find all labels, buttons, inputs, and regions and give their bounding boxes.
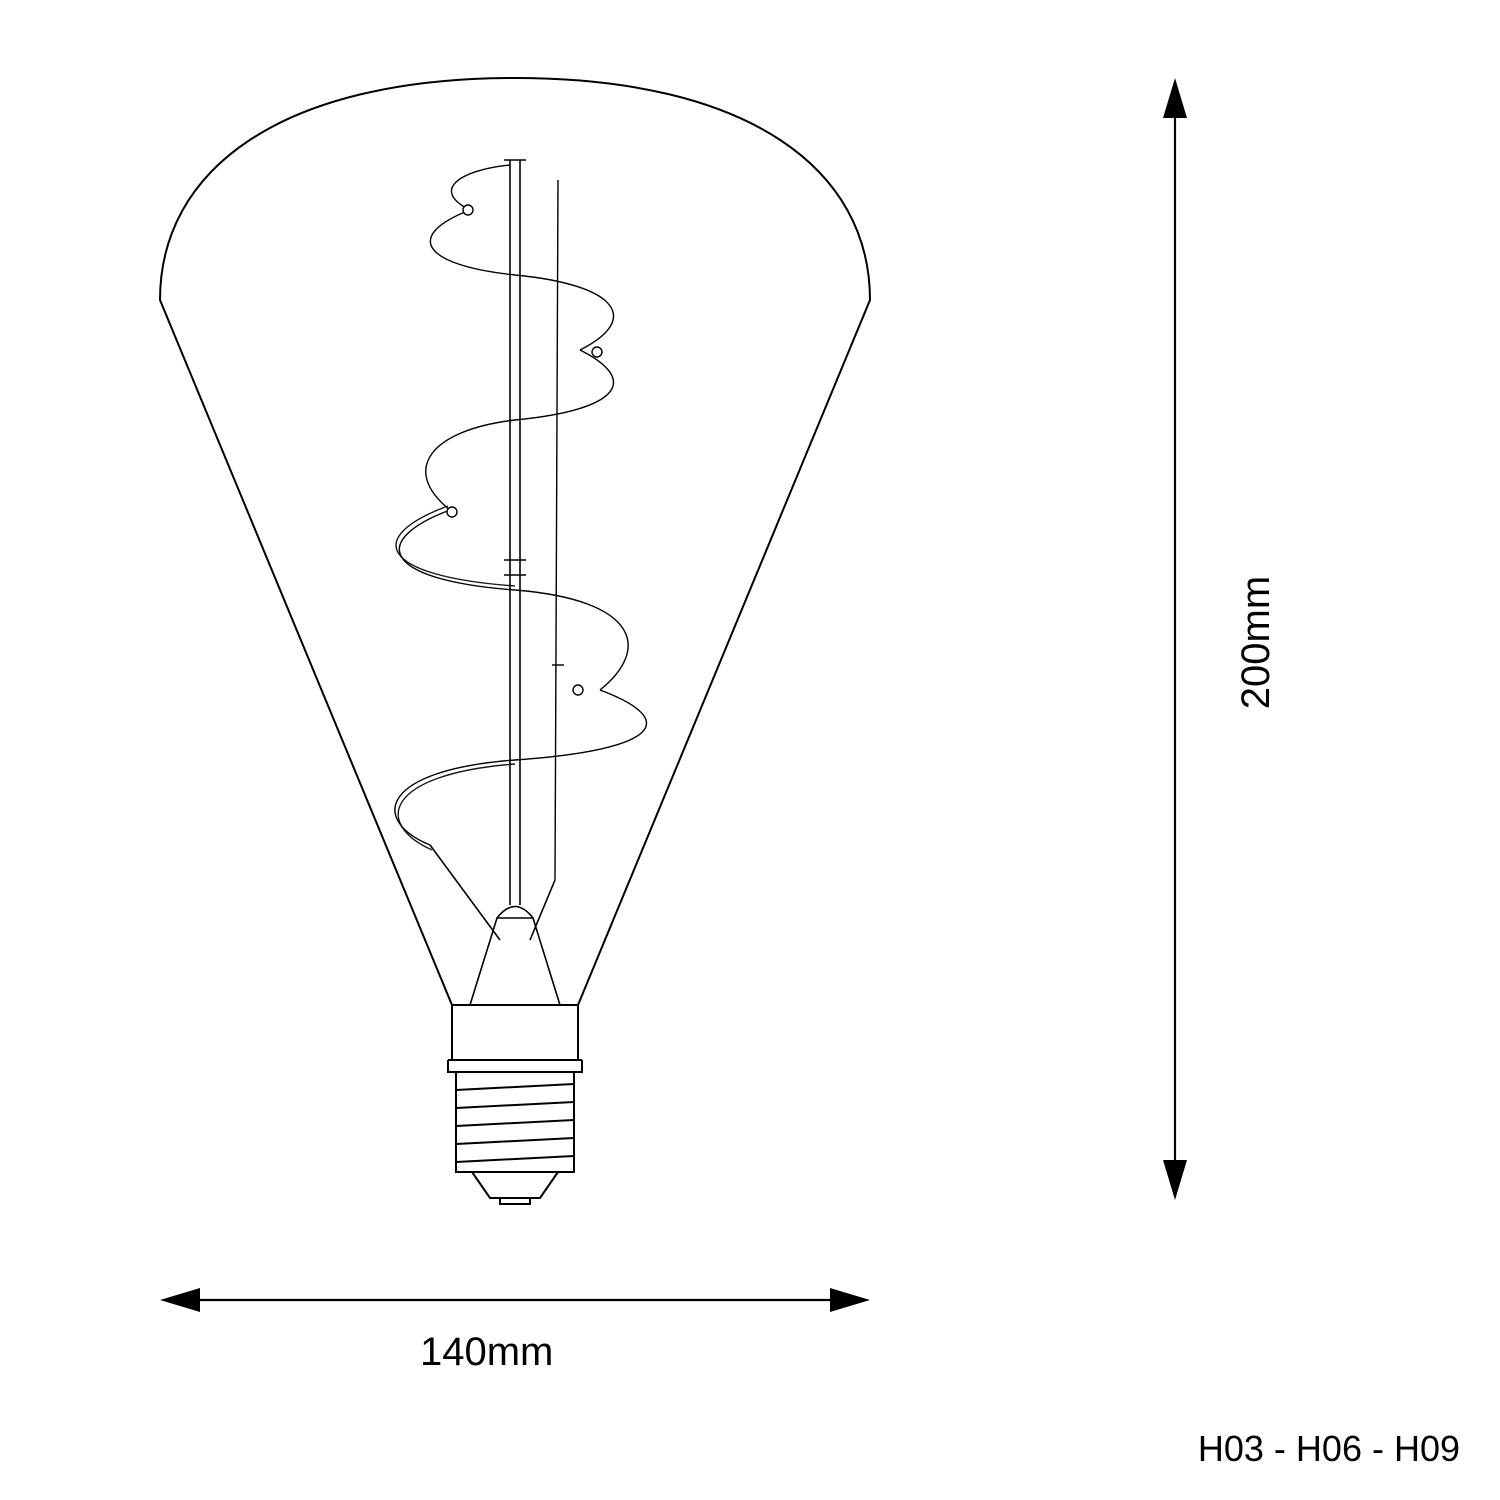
bulb-drawing [0, 0, 1500, 1500]
inner-stem-base [430, 160, 560, 1005]
screw-base [456, 1072, 574, 1204]
bulb-glass-outline [160, 78, 870, 1005]
width-dimension-label: 140mm [420, 1330, 553, 1375]
model-code: H03 - H06 - H09 [1198, 1428, 1460, 1470]
height-dimension-label: 200mm [1234, 576, 1279, 709]
width-dimension-arrow [160, 1288, 870, 1312]
diagram-stage: 140mm 200mm H03 - H06 - H09 [0, 0, 1500, 1500]
height-dimension-arrow [1163, 78, 1187, 1200]
bulb-neck [448, 1005, 582, 1072]
